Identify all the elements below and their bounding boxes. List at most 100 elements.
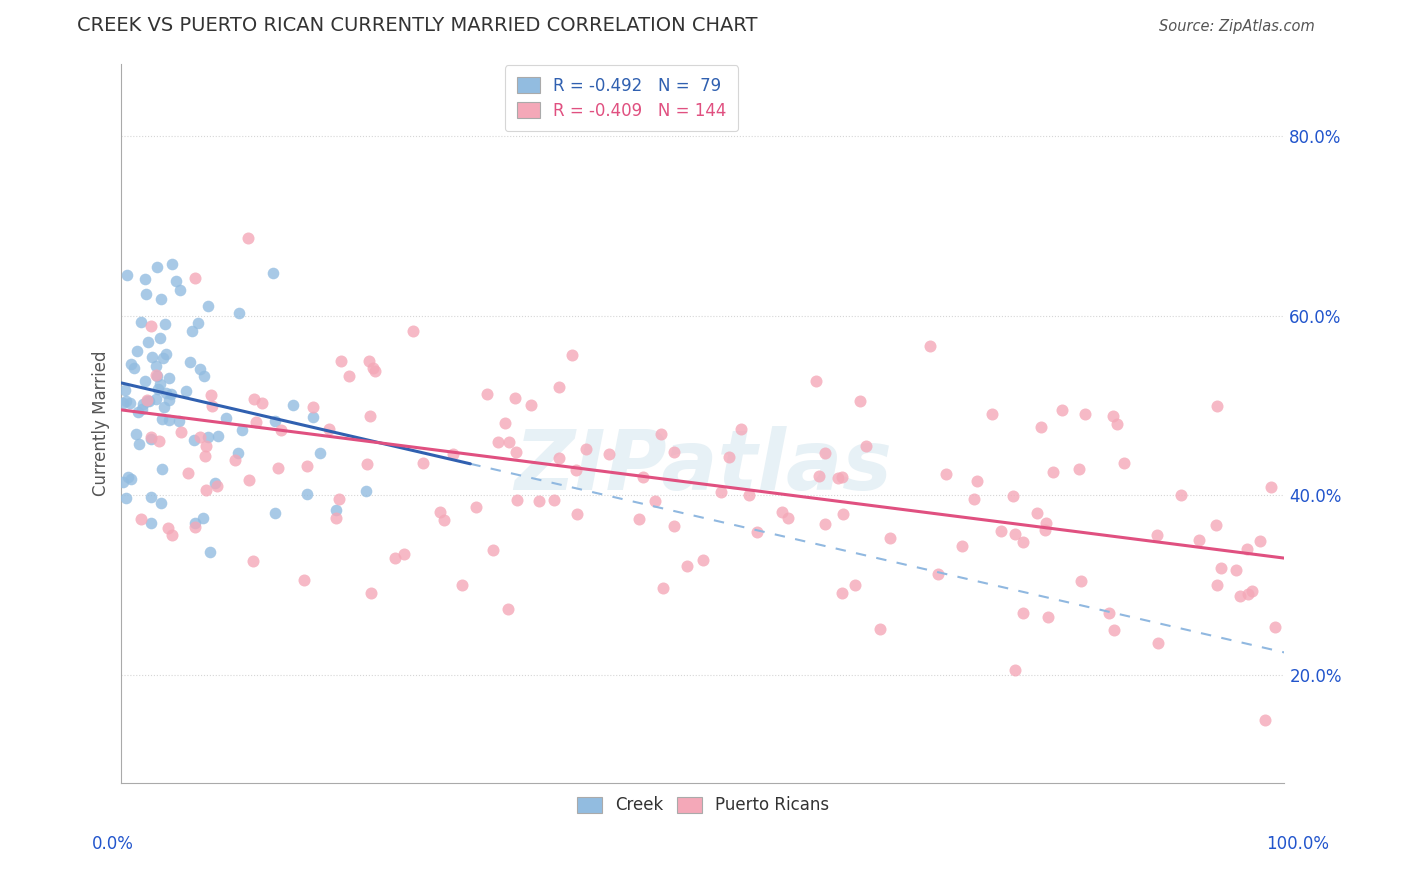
Point	[167, 414, 190, 428]
Point	[412, 456, 434, 470]
Point	[543, 493, 565, 508]
Point	[730, 421, 752, 435]
Point	[494, 416, 516, 430]
Point	[228, 306, 250, 320]
Point	[292, 573, 315, 587]
Point	[169, 283, 191, 297]
Point	[184, 516, 207, 531]
Point	[807, 469, 830, 483]
Point	[238, 231, 260, 245]
Point	[644, 493, 666, 508]
Point	[120, 472, 142, 486]
Point	[527, 494, 550, 508]
Point	[139, 319, 162, 334]
Point	[1073, 407, 1095, 421]
Point	[120, 396, 142, 410]
Point	[115, 268, 138, 282]
Point	[148, 434, 170, 448]
Text: 100.0%: 100.0%	[1265, 835, 1329, 853]
Point	[153, 317, 176, 331]
Point	[869, 622, 891, 636]
Point	[150, 462, 173, 476]
Point	[122, 361, 145, 376]
Point	[966, 474, 988, 488]
Point	[664, 444, 686, 458]
Point	[432, 513, 454, 527]
Point	[191, 511, 214, 525]
Point	[384, 550, 406, 565]
Point	[575, 442, 598, 457]
Point	[157, 393, 180, 408]
Point	[356, 457, 378, 471]
Point	[160, 387, 183, 401]
Point	[194, 450, 217, 464]
Point	[950, 540, 973, 554]
Point	[141, 351, 163, 365]
Point	[359, 353, 381, 368]
Point	[598, 447, 620, 461]
Text: ZIPatlas: ZIPatlas	[515, 426, 891, 507]
Point	[337, 369, 360, 384]
Point	[295, 458, 318, 473]
Point	[359, 409, 381, 424]
Point	[295, 487, 318, 501]
Point	[770, 505, 793, 519]
Point	[519, 398, 541, 412]
Point	[849, 393, 872, 408]
Point	[193, 368, 215, 383]
Point	[149, 376, 172, 391]
Point	[1070, 574, 1092, 589]
Point	[980, 407, 1002, 421]
Point	[547, 380, 569, 394]
Point	[1146, 528, 1168, 542]
Point	[1112, 456, 1135, 470]
Point	[498, 434, 520, 449]
Point	[1229, 589, 1251, 603]
Point	[1098, 606, 1121, 620]
Point	[806, 374, 828, 388]
Point	[145, 392, 167, 407]
Point	[204, 475, 226, 490]
Point	[1170, 488, 1192, 502]
Point	[139, 516, 162, 531]
Point	[242, 554, 264, 568]
Point	[627, 512, 650, 526]
Point	[238, 473, 260, 487]
Point	[170, 425, 193, 439]
Point	[152, 351, 174, 365]
Point	[561, 349, 583, 363]
Point	[814, 446, 837, 460]
Point	[190, 361, 212, 376]
Point	[146, 368, 169, 383]
Point	[125, 427, 148, 442]
Point	[963, 491, 986, 506]
Point	[224, 452, 246, 467]
Point	[1025, 506, 1047, 520]
Point	[1253, 713, 1275, 727]
Point	[392, 547, 415, 561]
Point	[745, 525, 768, 540]
Point	[309, 446, 332, 460]
Point	[328, 492, 350, 507]
Point	[129, 512, 152, 526]
Point	[927, 566, 949, 581]
Point	[187, 317, 209, 331]
Point	[194, 483, 217, 497]
Point	[1035, 516, 1057, 530]
Point	[325, 511, 347, 525]
Point	[1206, 578, 1229, 592]
Point	[1249, 533, 1271, 548]
Point	[776, 511, 799, 525]
Point	[157, 370, 180, 384]
Point	[505, 444, 527, 458]
Point	[181, 325, 204, 339]
Point	[183, 434, 205, 448]
Point	[155, 347, 177, 361]
Point	[441, 447, 464, 461]
Point	[1237, 587, 1260, 601]
Point	[264, 506, 287, 520]
Point	[718, 450, 741, 464]
Point	[1225, 563, 1247, 577]
Point	[451, 578, 474, 592]
Point	[145, 260, 167, 275]
